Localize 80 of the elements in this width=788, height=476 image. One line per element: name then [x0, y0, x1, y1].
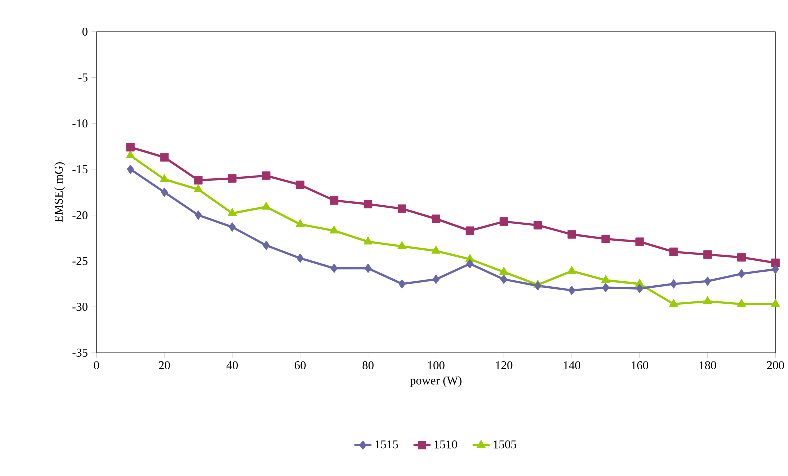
point	[534, 281, 542, 291]
y-tick-label: -15	[72, 166, 88, 174]
point	[500, 267, 509, 276]
point	[161, 188, 168, 198]
point	[330, 226, 339, 234]
x-axis-title: power (W)	[410, 376, 462, 388]
point	[567, 266, 577, 274]
point	[704, 250, 712, 260]
point	[636, 238, 644, 246]
point	[296, 254, 304, 264]
point	[330, 196, 339, 206]
x-tick-label: 60	[294, 362, 306, 370]
y-tick-label: -20	[72, 212, 88, 220]
point	[669, 299, 678, 308]
point	[670, 248, 678, 256]
point	[160, 154, 169, 162]
point	[568, 286, 576, 296]
x-tick-label: 100	[428, 362, 445, 370]
x-tick-label: 180	[700, 362, 716, 370]
point	[228, 208, 238, 216]
point	[262, 241, 270, 251]
point	[601, 275, 611, 284]
point	[738, 254, 746, 262]
point	[194, 176, 203, 185]
point	[432, 214, 440, 224]
point	[398, 204, 407, 214]
x-tick-label: 200	[767, 362, 784, 370]
x-tick-label: 140	[564, 362, 581, 370]
point	[364, 236, 373, 245]
y-tick-label: 0	[82, 28, 88, 36]
point	[364, 200, 373, 209]
x-tick-label: 40	[226, 362, 238, 370]
x-tick-label: 120	[496, 362, 513, 370]
point	[330, 264, 338, 274]
x-tick-label: 0	[94, 362, 100, 370]
y-tick-label: -10	[72, 120, 88, 128]
point	[296, 220, 305, 228]
point	[228, 174, 237, 184]
y-tick-label: -25	[72, 257, 88, 266]
point	[670, 280, 678, 290]
point	[364, 264, 372, 274]
point	[194, 184, 204, 193]
point	[262, 202, 272, 210]
point	[534, 221, 542, 230]
point	[466, 226, 474, 236]
point	[602, 235, 610, 244]
point	[771, 299, 780, 308]
point	[738, 270, 746, 280]
point	[704, 276, 712, 286]
point	[432, 246, 441, 254]
legend-label: 1505	[494, 440, 516, 449]
x-tick-label: 80	[362, 362, 374, 370]
point	[228, 222, 236, 232]
point	[398, 242, 407, 250]
point	[194, 210, 202, 220]
x-tick-label: 160	[632, 362, 648, 370]
point	[262, 172, 271, 180]
y-tick-label: -5	[78, 74, 88, 82]
point	[296, 181, 305, 190]
legend-label: 1515	[376, 440, 398, 449]
point	[568, 230, 576, 240]
point	[772, 264, 780, 274]
y-tick-label: -30	[72, 303, 88, 312]
point	[398, 280, 406, 290]
point	[160, 174, 170, 183]
point	[126, 150, 136, 159]
point	[466, 259, 474, 269]
point	[126, 143, 135, 152]
point	[127, 164, 134, 174]
point	[703, 296, 712, 305]
point	[737, 299, 746, 308]
y-tick-label: -35	[72, 349, 88, 358]
point	[602, 283, 610, 293]
point	[500, 218, 508, 226]
y-axis-title: EMSE( mG)	[54, 162, 66, 223]
x-tick-label: 20	[159, 362, 170, 370]
point	[432, 275, 440, 285]
point	[500, 275, 508, 285]
point	[636, 284, 644, 294]
legend-label: 1510	[434, 440, 458, 449]
